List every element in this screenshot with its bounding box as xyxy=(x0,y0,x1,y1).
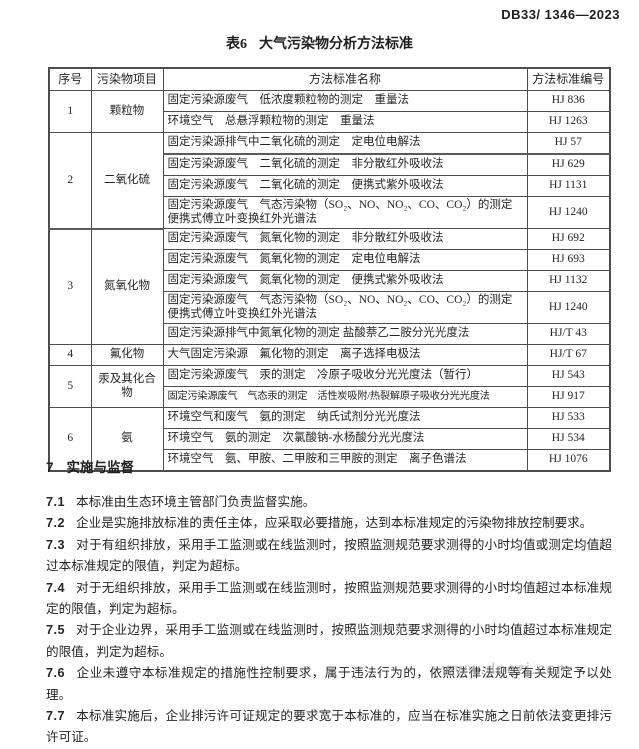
cell-method-name: 环境空气 总悬浮颗粒物的测定 重量法 xyxy=(162,111,528,133)
clause-text: 企业是实施排放标准的责任主体，应采取必要措施，达到本标准规定的污染物排放控制要求… xyxy=(76,516,593,531)
table-title-text: 大气污染物分析方法标准 xyxy=(259,37,413,52)
cell-method-code: HJ 1240 xyxy=(526,291,611,324)
section-heading-number: 7 xyxy=(46,460,54,475)
clause-number: 7.3 xyxy=(46,537,66,552)
cell-pollutant-item: 颗粒物 xyxy=(90,90,164,133)
cell-pollutant-item: 氟化物 xyxy=(90,344,164,366)
cell-method-name: 固定污染源废气 汞的测定 冷原子吸收分光光度法（暂行） xyxy=(162,365,528,387)
clause: 7.6 企业未遵守本标准规定的措施性控制要求，属于违法行为的，依照法律法规等有关规… xyxy=(46,663,612,706)
clause-number: 7.5 xyxy=(46,623,66,638)
cell-method-code: HJ/T 43 xyxy=(526,323,611,345)
cell-method-name: 环境空气和废气 氨的测定 纳氏试剂分光光度法 xyxy=(162,407,528,429)
document-page: DB33/ 1346—2023 表6 大气污染物分析方法标准 序号 污染物项目 方… xyxy=(0,7,639,745)
cell-method-name: 固定污染源废气 二氧化硫的测定 便携式紫外吸收法 xyxy=(162,175,528,197)
cell-method-code: HJ 917 xyxy=(526,386,611,408)
cell-method-name: 固定污染源废气 气态污染物（SO₂、NO、NO₂、CO、CO₂）的测定 便携式傅… xyxy=(162,291,528,324)
clause: 7.4 对于无组织排放，采用手工监测或在线监测时，按照监测规范要求测得的小时均值超… xyxy=(46,578,612,621)
cell-seq-number: 5 xyxy=(48,365,92,408)
clause-text: 本标准由生态环境主管部门负责监督实施。 xyxy=(76,495,316,509)
cell-method-code: HJ 1076 xyxy=(526,449,611,472)
cell-method-name: 固定污染源废气 二氧化硫的测定 非分散红外吸收法 xyxy=(162,153,528,176)
table-row: 固定污染源排气中氮氧化物的测定 盐酸萘乙二胺分光光度法 HJ/T 43 xyxy=(49,323,611,345)
cell-method-code: HJ 693 xyxy=(526,249,611,271)
clause: 7.3 对于有组织排放，采用手工监测或在线监测时，按照监测规范要求测得的小时均值或… xyxy=(46,535,612,578)
cell-seq-number: 3 xyxy=(48,228,92,345)
cell-method-name: 固定污染源废气 气态污染物（SO₂、NO、NO₂、CO、CO₂）的测定 便携式傅… xyxy=(162,196,528,229)
table-row: 环境空气 氨的测定 次氯酸钠-水杨酸分光光度法 HJ 534 xyxy=(49,428,611,450)
cell-method-code: HJ 534 xyxy=(526,428,611,450)
clause: 7.1 本标准由生态环境主管部门负责监督实施。 xyxy=(46,492,612,513)
clause-number: 7.7 xyxy=(46,709,66,724)
cell-method-name: 固定污染源废气 氮氧化物的测定 便携式紫外吸收法 xyxy=(162,270,528,292)
section-implementation: 7 实施与监督 7.1 本标准由生态环境主管部门负责监督实施。 7.2 企业是实施排放标… xyxy=(46,456,612,749)
clause-text: 企业未遵守本标准规定的措施性控制要求，属于违法行为的，依照法律法规等有关规定予以… xyxy=(46,666,612,702)
table-row: 6 氨环境空气和废气 氨的测定 纳氏试剂分光光度法 HJ 533 xyxy=(48,407,611,472)
table-row: 4 氟化物 大气固定污染源 氟化物的测定 离子选择电极法 HJ/T 67 xyxy=(48,344,611,366)
table-row: 固定污染源废气 气态污染物（SO₂、NO、NO₂、CO、CO₂）的测定 便携式傅… xyxy=(49,291,611,324)
standard-doc-code: DB33/ 1346—2023 xyxy=(501,7,620,22)
cell-method-name: 固定污染源排气中二氧化硫的测定 定电位电解法 xyxy=(162,132,528,155)
section-heading: 7 实施与监督 xyxy=(46,456,612,476)
clause-text: 本标准实施后，企业排污许可证规定的要求宽于本标准的，应当在标准实施之日前依法变更… xyxy=(46,709,612,745)
table-row: 3 氮氧化物 固定污染源废气 氮氧化物的测定 非分散红外吸收法 HJ 692 xyxy=(48,228,611,345)
clause-text: 对于有组织排放，采用手工监测或在线监测时，按照监测规范要求测得的小时均值或测定均… xyxy=(46,537,612,574)
clause: 7.2 企业是实施排放标准的责任主体，应采取必要措施，达到本标准规定的污染物排放控… xyxy=(46,513,612,534)
cell-pollutant-item: 氨 xyxy=(90,407,164,472)
table-title: 表6 大气污染物分析方法标准 xyxy=(0,33,639,53)
header-pollutant: 污染物项目 xyxy=(90,67,164,91)
cell-method-code: HJ 1131 xyxy=(526,175,611,197)
cell-method-code: HJ 1132 xyxy=(526,270,611,292)
clause: 7.7 本标准实施后，企业排污许可证规定的要求宽于本标准的，应当在标准实施之日前依… xyxy=(46,706,612,749)
cell-method-name: 固定污染源排气中氮氧化物的测定 盐酸萘乙二胺分光光度法 xyxy=(162,323,528,345)
header-method-name: 方法标准名称 xyxy=(162,67,528,91)
cell-method-code: HJ 533 xyxy=(526,407,611,429)
header-method-code: 方法标准编号 xyxy=(526,67,611,91)
table-row: 环境空气 总悬浮颗粒物的测定 重量法 HJ 1263 xyxy=(49,111,611,133)
table-row: 5 汞及其化合物 固定污染源废气 汞的测定 冷原子吸收分光光度法（暂行） HJ 543 xyxy=(48,365,611,408)
clause: 7.5 对于企业边界，采用手工监测或在线监测时，按照监测规范要求测得的小时均值超过… xyxy=(46,620,612,663)
cell-pollutant-item: 氮氧化物 xyxy=(90,228,164,345)
cell-method-code: HJ 692 xyxy=(526,228,611,250)
clause-list: 7.1 本标准由生态环境主管部门负责监督实施。 7.2 企业是实施排放标准的责任主体，… xyxy=(46,492,612,749)
cell-method-name: 固定污染源废气 气态汞的测定 活性炭吸附/热裂解原子吸收分光光度法 xyxy=(162,386,528,408)
cell-method-name: 固定污染源废气 氮氧化物的测定 定电位电解法 xyxy=(162,249,528,271)
clause-text: 对于企业边界，采用手工监测或在线监测时，按照监测规范要求测得的小时均值超过本标准… xyxy=(46,623,612,659)
table-row: 环境空气 氨、甲胺、二甲胺和三甲胺的测定 离子色谱法 HJ 1076 xyxy=(49,449,611,472)
cell-pollutant-item: 二氧化硫 xyxy=(90,132,164,230)
cell-method-code: HJ 836 xyxy=(526,90,611,112)
cell-seq-number: 4 xyxy=(48,344,92,366)
cell-seq-number: 1 xyxy=(48,90,92,133)
cell-method-code: HJ 543 xyxy=(526,365,611,387)
cell-seq-number: 2 xyxy=(48,132,92,230)
cell-method-code: HJ 1240 xyxy=(526,196,611,229)
cell-seq-number: 6 xyxy=(48,407,92,472)
clause-number: 7.4 xyxy=(46,580,66,595)
table-row: 1 颗粒物 固定污染源废气 低浓度颗粒物的测定 重量法 HJ 836 xyxy=(48,90,611,133)
cell-method-name: 环境空气 氨的测定 次氯酸钠-水杨酸分光光度法 xyxy=(162,428,528,450)
cell-pollutant-item: 汞及其化合物 xyxy=(90,365,164,408)
table-header-row: 序号 污染物项目 方法标准名称 方法标准编号 xyxy=(48,67,611,91)
clause-text: 对于无组织排放，采用手工监测或在线监测时，按照监测规范要求测得的小时均值超过本标… xyxy=(46,580,612,617)
cell-method-code: HJ 57 xyxy=(526,132,611,155)
methods-table-container: 序号 污染物项目 方法标准名称 方法标准编号 1 颗粒物 固定污染源废气 低浓度颗粒… xyxy=(48,67,611,472)
cell-method-code: HJ/T 67 xyxy=(526,344,611,366)
clause-number: 7.2 xyxy=(46,516,66,531)
clause-number: 7.1 xyxy=(46,495,66,509)
methods-table: 序号 污染物项目 方法标准名称 方法标准编号 1 颗粒物 固定污染源废气 低浓度颗粒… xyxy=(48,67,611,472)
header-seq: 序号 xyxy=(48,67,92,91)
cell-method-code: HJ 629 xyxy=(526,153,611,176)
clause-number: 7.6 xyxy=(46,666,66,681)
cell-method-name: 固定污染源废气 氮氧化物的测定 非分散红外吸收法 xyxy=(162,228,528,250)
table-row: 固定污染源废气 二氧化硫的测定 便携式紫外吸收法 HJ 1131 xyxy=(49,175,611,197)
cell-method-name: 环境空气 氨、甲胺、二甲胺和三甲胺的测定 离子色谱法 xyxy=(162,449,528,472)
table-title-label: 表6 xyxy=(226,37,247,52)
section-heading-label: 实施与监督 xyxy=(66,460,135,475)
table-row: 固定污染源废气 气态汞的测定 活性炭吸附/热裂解原子吸收分光光度法 HJ 917 xyxy=(49,386,611,408)
table-row: 2 二氧化硫 固定污染源排气中二氧化硫的测定 定电位电解法 HJ 57 xyxy=(48,132,611,230)
table-row: 固定污染源废气 氮氧化物的测定 定电位电解法 HJ 693 xyxy=(49,249,611,271)
cell-method-name: 大气固定污染源 氟化物的测定 离子选择电极法 xyxy=(162,344,528,366)
cell-method-name: 固定污染源废气 低浓度颗粒物的测定 重量法 xyxy=(162,90,528,112)
cell-method-code: HJ 1263 xyxy=(526,111,611,133)
